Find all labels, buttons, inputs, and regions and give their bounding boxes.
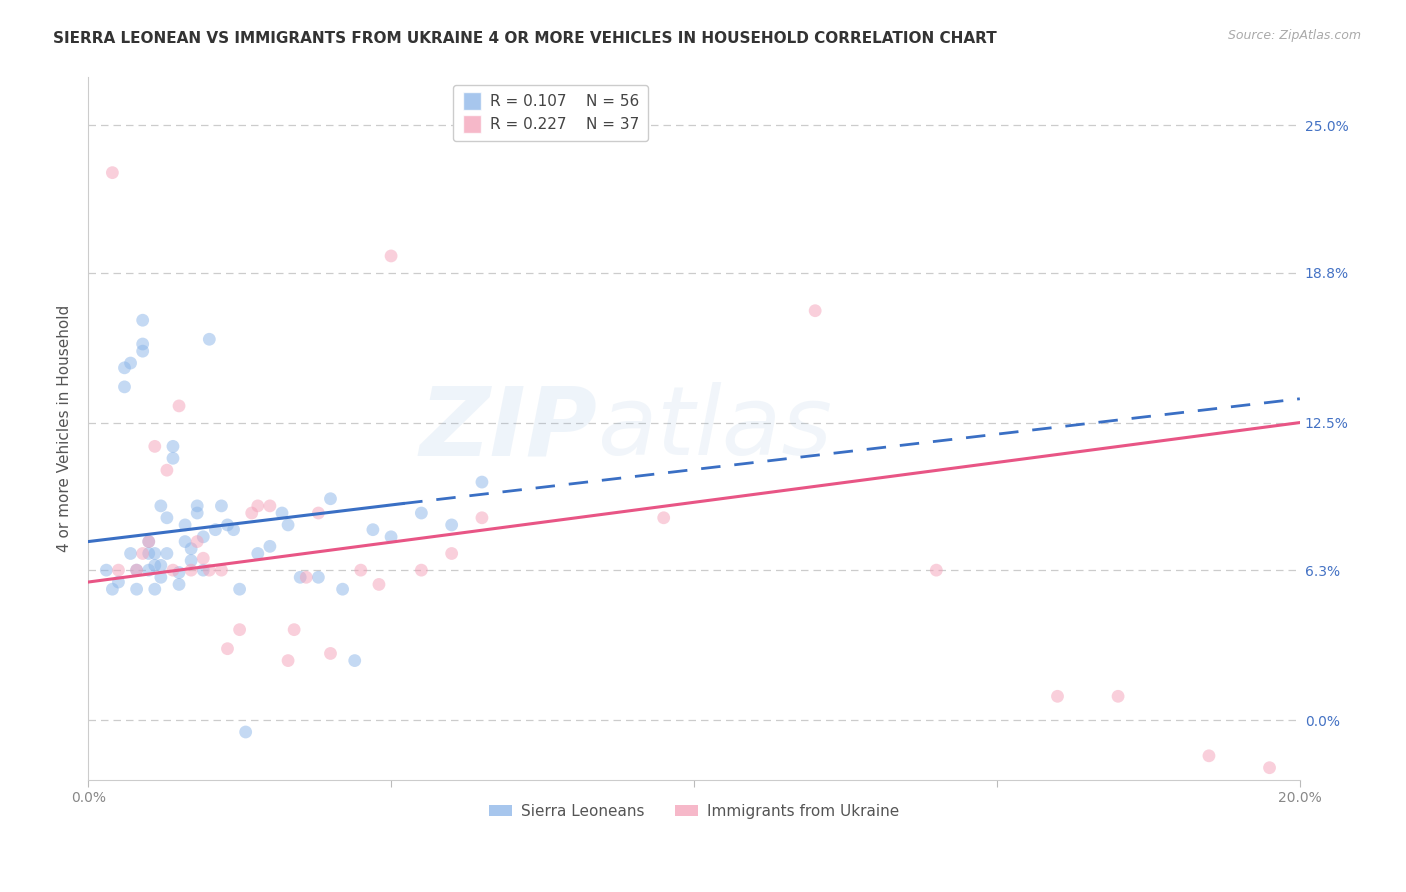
- Point: [149, 570, 172, 584]
- Point: [143, 546, 166, 560]
- Text: Source: ZipAtlas.com: Source: ZipAtlas.com: [1227, 29, 1361, 42]
- Point: [138, 563, 160, 577]
- Point: [277, 654, 299, 668]
- Point: [114, 360, 136, 375]
- Point: [174, 534, 197, 549]
- Text: atlas: atlas: [598, 382, 832, 475]
- Point: [804, 303, 827, 318]
- Point: [204, 523, 226, 537]
- Point: [240, 506, 263, 520]
- Point: [411, 563, 433, 577]
- Point: [156, 546, 179, 560]
- Point: [925, 563, 948, 577]
- Point: [125, 582, 148, 597]
- Point: [162, 451, 184, 466]
- Point: [131, 337, 153, 351]
- Point: [180, 563, 202, 577]
- Point: [209, 563, 232, 577]
- Point: [143, 558, 166, 573]
- Point: [198, 563, 221, 577]
- Point: [167, 399, 190, 413]
- Point: [101, 582, 124, 597]
- Point: [1198, 748, 1220, 763]
- Point: [120, 356, 142, 370]
- Point: [180, 541, 202, 556]
- Point: [198, 332, 221, 346]
- Point: [228, 582, 250, 597]
- Point: [332, 582, 354, 597]
- Point: [149, 558, 172, 573]
- Point: [350, 563, 373, 577]
- Legend: Sierra Leoneans, Immigrants from Ukraine: Sierra Leoneans, Immigrants from Ukraine: [482, 797, 905, 824]
- Point: [471, 475, 494, 489]
- Point: [246, 546, 269, 560]
- Point: [180, 554, 202, 568]
- Point: [246, 499, 269, 513]
- Point: [167, 566, 190, 580]
- Point: [162, 439, 184, 453]
- Point: [259, 499, 281, 513]
- Point: [107, 575, 129, 590]
- Point: [186, 499, 208, 513]
- Point: [217, 641, 239, 656]
- Point: [186, 534, 208, 549]
- Point: [307, 506, 329, 520]
- Point: [114, 380, 136, 394]
- Point: [149, 499, 172, 513]
- Point: [319, 647, 342, 661]
- Point: [162, 563, 184, 577]
- Point: [193, 551, 215, 566]
- Point: [277, 517, 299, 532]
- Point: [131, 344, 153, 359]
- Point: [290, 570, 312, 584]
- Point: [440, 517, 463, 532]
- Point: [143, 439, 166, 453]
- Point: [411, 506, 433, 520]
- Point: [217, 517, 239, 532]
- Point: [1046, 690, 1069, 704]
- Point: [107, 563, 129, 577]
- Point: [156, 510, 179, 524]
- Point: [143, 582, 166, 597]
- Point: [96, 563, 118, 577]
- Point: [319, 491, 342, 506]
- Point: [193, 563, 215, 577]
- Point: [131, 313, 153, 327]
- Point: [131, 546, 153, 560]
- Point: [368, 577, 391, 591]
- Point: [167, 577, 190, 591]
- Point: [209, 499, 232, 513]
- Point: [343, 654, 366, 668]
- Point: [259, 539, 281, 553]
- Point: [138, 546, 160, 560]
- Point: [193, 530, 215, 544]
- Point: [471, 510, 494, 524]
- Point: [138, 534, 160, 549]
- Point: [271, 506, 294, 520]
- Point: [1258, 761, 1281, 775]
- Text: ZIP: ZIP: [419, 382, 598, 475]
- Point: [228, 623, 250, 637]
- Point: [283, 623, 305, 637]
- Point: [235, 725, 257, 739]
- Point: [125, 563, 148, 577]
- Point: [222, 523, 245, 537]
- Point: [156, 463, 179, 477]
- Point: [652, 510, 675, 524]
- Point: [120, 546, 142, 560]
- Point: [295, 570, 318, 584]
- Point: [380, 249, 402, 263]
- Point: [380, 530, 402, 544]
- Point: [101, 166, 124, 180]
- Point: [440, 546, 463, 560]
- Point: [174, 517, 197, 532]
- Text: SIERRA LEONEAN VS IMMIGRANTS FROM UKRAINE 4 OR MORE VEHICLES IN HOUSEHOLD CORREL: SIERRA LEONEAN VS IMMIGRANTS FROM UKRAIN…: [53, 31, 997, 46]
- Point: [361, 523, 384, 537]
- Point: [307, 570, 329, 584]
- Y-axis label: 4 or more Vehicles in Household: 4 or more Vehicles in Household: [58, 305, 72, 552]
- Point: [186, 506, 208, 520]
- Point: [138, 534, 160, 549]
- Point: [1107, 690, 1129, 704]
- Point: [125, 563, 148, 577]
